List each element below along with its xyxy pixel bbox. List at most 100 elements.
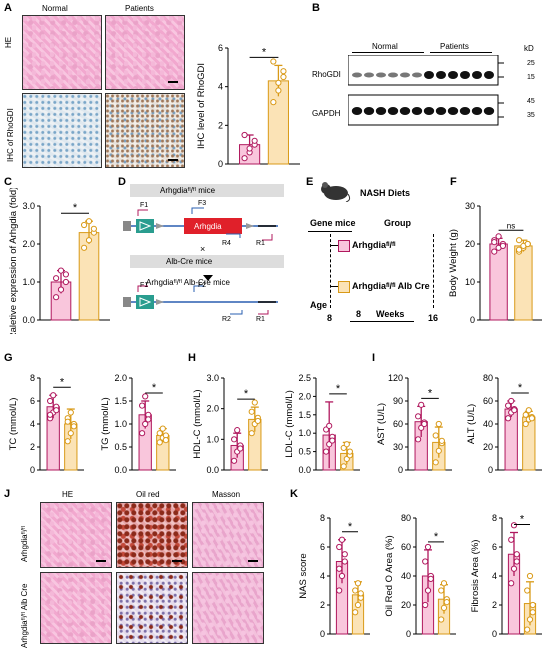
b-blot bbox=[348, 55, 504, 126]
y-tick-label: 3.0 bbox=[22, 201, 35, 211]
j-oil-flfl-image bbox=[116, 502, 188, 568]
y-tick-label: 0.5 bbox=[298, 447, 311, 457]
b-row-rhogdi: RhoGDI bbox=[312, 70, 341, 79]
panel-label-f: F bbox=[450, 176, 457, 188]
significance-mark: * bbox=[152, 382, 157, 394]
data-point bbox=[415, 436, 422, 443]
d-mice2: Alb-Cre mice bbox=[166, 257, 213, 266]
gapdh-band bbox=[363, 107, 375, 115]
b-mw-45: 45 bbox=[527, 98, 535, 105]
y-tick-label: 1.0 bbox=[22, 277, 35, 287]
y-tick-label: 6 bbox=[320, 542, 325, 552]
data-point bbox=[432, 432, 439, 439]
y-tick-label: 1.0 bbox=[206, 434, 219, 444]
y-tick-label: 0 bbox=[470, 315, 475, 325]
data-point bbox=[529, 609, 536, 616]
panel-label-d: D bbox=[118, 176, 126, 188]
j-row-cre: Arhgdiaᶠˡ/ᶠˡ Alb Cre bbox=[20, 583, 29, 648]
e-age-16: 16 bbox=[428, 313, 439, 323]
gapdh-band bbox=[483, 107, 495, 115]
significance-mark: * bbox=[60, 376, 65, 388]
y-tick-label: 20 bbox=[483, 442, 493, 452]
data-point bbox=[438, 616, 445, 623]
gapdh-band bbox=[459, 107, 471, 115]
data-point bbox=[231, 436, 238, 443]
e-age-8: 8 bbox=[327, 313, 333, 323]
data-point bbox=[508, 580, 515, 587]
panel-label-k: K bbox=[290, 488, 298, 500]
data-point bbox=[64, 418, 71, 425]
data-point bbox=[85, 218, 93, 225]
d-construct-diagram: × bbox=[123, 184, 284, 315]
data-point bbox=[440, 604, 448, 612]
b-normal: Normal bbox=[372, 42, 398, 51]
j-oil-cre-image bbox=[116, 572, 188, 644]
panel-label-h: H bbox=[188, 352, 196, 364]
d-f2: F2 bbox=[198, 282, 207, 289]
data-point bbox=[280, 73, 287, 81]
significance-mark: ns bbox=[507, 221, 515, 230]
y-axis-label: TC (mmol/L) bbox=[8, 398, 19, 451]
data-point bbox=[336, 543, 343, 551]
y-tick-label: 4 bbox=[218, 82, 223, 92]
y-tick-label: 90 bbox=[393, 396, 403, 406]
data-point bbox=[424, 587, 432, 594]
j-he-cre-image bbox=[40, 572, 112, 644]
panel-label-c: C bbox=[4, 176, 12, 188]
j-masson-flfl-image bbox=[192, 502, 264, 568]
data-point bbox=[524, 240, 531, 248]
a-col-patients: Patients bbox=[125, 4, 154, 13]
y-tick-label: 2.0 bbox=[114, 373, 127, 383]
y-tick-label: 2 bbox=[320, 600, 325, 610]
data-point bbox=[336, 587, 343, 594]
j-col-oil: Oil red bbox=[136, 490, 160, 499]
data-point bbox=[234, 427, 241, 434]
y-tick-label: 0.0 bbox=[298, 465, 311, 475]
y-tick-label: 10 bbox=[465, 277, 475, 287]
y-axis-label: Oil Red O Area (%) bbox=[384, 535, 395, 616]
mouse-icon bbox=[321, 182, 351, 202]
significance-mark: * bbox=[244, 388, 249, 400]
e-weeks: Weeks bbox=[376, 309, 405, 319]
y-tick-label: 40 bbox=[401, 571, 411, 581]
panel-label-e: E bbox=[306, 176, 314, 188]
panel-label-a: A bbox=[4, 2, 12, 14]
rhogdi-band bbox=[388, 72, 398, 78]
bar bbox=[514, 245, 533, 321]
a-he-patient-image bbox=[105, 15, 185, 90]
data-point bbox=[510, 522, 518, 529]
y-tick-label: 3.0 bbox=[206, 373, 219, 383]
data-point bbox=[515, 237, 523, 244]
y-tick-label: 0 bbox=[218, 159, 223, 169]
d-f1b: F1 bbox=[140, 282, 149, 289]
data-point bbox=[522, 411, 529, 418]
y-tick-label: 20 bbox=[465, 239, 475, 249]
b-mw-15: 15 bbox=[527, 74, 535, 81]
data-point bbox=[90, 225, 98, 232]
chart-k-fibrosis: 0 2 4 6 8 Fibrosis Area (%) * bbox=[470, 513, 542, 639]
y-tick-label: 1.0 bbox=[298, 428, 311, 438]
y-tick-label: 0 bbox=[492, 629, 497, 639]
data-point bbox=[338, 572, 346, 580]
data-point bbox=[511, 407, 518, 414]
gapdh-band bbox=[435, 107, 447, 115]
e-swatch-pink bbox=[338, 240, 350, 252]
chart-k-nas: 0 2 4 6 8 NAS score * bbox=[298, 513, 370, 639]
data-point bbox=[280, 68, 287, 75]
rhogdi-band bbox=[364, 72, 374, 78]
data-point bbox=[162, 437, 169, 444]
significance-mark: * bbox=[336, 383, 341, 395]
data-point bbox=[438, 437, 445, 444]
y-tick-label: 40 bbox=[483, 419, 493, 429]
y-tick-label: 6 bbox=[218, 43, 223, 53]
y-tick-label: 2 bbox=[218, 120, 223, 130]
y-axis-label: Body Weight (g) bbox=[448, 229, 459, 297]
data-point bbox=[357, 590, 364, 597]
y-tick-label: 120 bbox=[388, 373, 403, 383]
data-point bbox=[142, 420, 149, 428]
b-row-gapdh: GAPDH bbox=[312, 109, 341, 118]
y-tick-label: 2.0 bbox=[206, 404, 219, 414]
data-point bbox=[421, 420, 428, 428]
